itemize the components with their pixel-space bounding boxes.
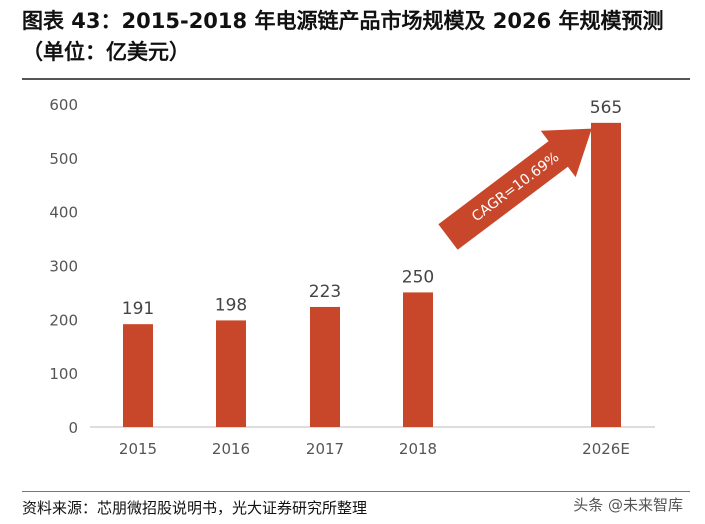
y-tick-label: 400 [49,204,78,222]
chart-title: 图表 43：2015-2018 年电源链产品市场规模及 2026 年规模预测（单… [22,9,664,64]
source-note: 资料来源：芯朋微招股说明书，光大证券研究所整理 [22,499,368,517]
bar-chart: 0 100 200 300 400 500 600 191 198 223 250 565 2015… [49,96,655,458]
bar-2017 [310,306,340,427]
x-axis-ticks: 2015 2016 2017 2018 2026E [119,440,630,458]
value-label: 198 [215,295,247,315]
title-divider [22,78,690,80]
x-tick-label: 2015 [119,440,157,458]
bar-2018 [403,292,433,427]
y-tick-label: 500 [49,150,78,168]
bar-2015 [123,324,153,427]
value-label: 565 [590,98,622,118]
x-tick-label: 2026E [582,440,630,458]
y-tick-label: 200 [49,311,78,329]
y-tick-label: 100 [49,365,78,383]
bar-2016 [216,320,246,427]
y-tick-label: 600 [49,96,78,114]
value-label: 223 [309,282,341,302]
source-divider [22,491,690,492]
cagr-annotation: CAGR=10.69% [438,128,592,250]
value-label: 250 [402,267,434,287]
bar-2026E [591,122,621,427]
value-labels: 191 198 223 250 565 [122,98,622,319]
x-tick-label: 2016 [212,440,250,458]
cagr-label: CAGR=10.69% [469,149,562,225]
x-tick-label: 2017 [306,440,344,458]
cagr-arrow [438,128,592,250]
y-axis-ticks: 0 100 200 300 400 500 600 [49,96,78,437]
watermark: 头条 @未来智库 [573,496,683,514]
y-tick-label: 300 [49,258,78,276]
value-label: 191 [122,299,154,319]
y-tick-label: 0 [68,419,78,437]
x-tick-label: 2018 [399,440,437,458]
bars [123,122,621,427]
